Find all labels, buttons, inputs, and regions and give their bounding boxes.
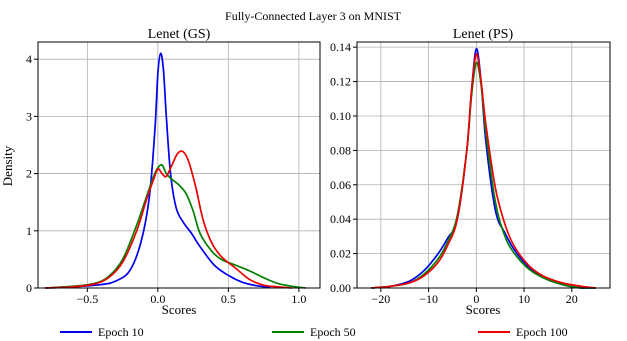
y-tick-label: 2: [26, 167, 32, 181]
y-tick-label: 0.10: [330, 109, 351, 123]
x-tick-label: 0: [473, 292, 479, 306]
series-line-epoch-10: [371, 48, 596, 289]
plot-frame: [356, 41, 611, 289]
panel-title: Lenet (PS): [453, 27, 514, 42]
legend-item-epoch-10: Epoch 10: [60, 325, 144, 339]
x-tick-label: 1.0: [291, 292, 306, 306]
x-axis-label: Scores: [162, 302, 197, 317]
x-tick-label: 10: [518, 292, 530, 306]
panel-lenet-gs: Lenet (GS) −0.5 0.0 0.5 1.0 0 1 2 3 4 Scores Den…: [0, 27, 321, 317]
legend-label: Epoch 10: [98, 325, 144, 339]
series-line-epoch-100: [45, 150, 292, 289]
y-tick-label: 0.14: [330, 40, 351, 54]
figure-title: Fully-Connected Layer 3 on MNIST: [225, 9, 402, 23]
panel-lenet-ps: Lenet (PS) −20 −10 0 10 20 0.00 0.02 0.04 0.06 0.…: [330, 27, 611, 317]
axis-ticks: −20 −10 0 10 20 0.00 0.02 0.04 0.06 0.08 0.10 0.12 0…: [330, 40, 578, 306]
y-tick-label: 0.06: [330, 178, 351, 192]
grid: [38, 42, 320, 289]
legend: Epoch 10 Epoch 50 Epoch 100: [60, 325, 568, 339]
legend-item-epoch-50: Epoch 50: [272, 325, 356, 339]
x-axis-label: Scores: [466, 302, 501, 317]
axis-ticks: −0.5 0.0 0.5 1.0 0 1 2 3 4: [26, 52, 306, 306]
legend-label: Epoch 100: [516, 325, 568, 339]
y-axis-label: Density: [0, 145, 15, 186]
panel-title: Lenet (GS): [148, 27, 211, 42]
y-tick-label: 0.12: [330, 75, 351, 89]
y-tick-label: 0.02: [330, 247, 351, 261]
grid: [357, 42, 610, 289]
plot-frame: [37, 41, 321, 289]
series-line-epoch-10: [45, 52, 271, 289]
series-line-epoch-50: [44, 163, 307, 289]
y-tick-label: 1: [26, 224, 32, 238]
series-line-epoch-100: [371, 53, 596, 289]
x-tick-label: 0.0: [150, 292, 165, 306]
series-lines: [44, 52, 307, 289]
series-lines: [371, 48, 596, 289]
y-tick-label: 3: [26, 109, 32, 123]
x-tick-label: 0.5: [221, 292, 236, 306]
x-tick-label: −20: [371, 292, 390, 306]
x-tick-label: −10: [419, 292, 438, 306]
legend-label: Epoch 50: [310, 325, 356, 339]
x-tick-label: −0.5: [76, 292, 98, 306]
y-tick-label: 0.08: [330, 143, 351, 157]
x-tick-label: 20: [566, 292, 578, 306]
y-tick-label: 4: [26, 52, 32, 66]
y-tick-label: 0.04: [330, 212, 351, 226]
legend-item-epoch-100: Epoch 100: [478, 325, 568, 339]
y-tick-label: 0.00: [330, 281, 351, 295]
y-tick-label: 0: [26, 281, 32, 295]
